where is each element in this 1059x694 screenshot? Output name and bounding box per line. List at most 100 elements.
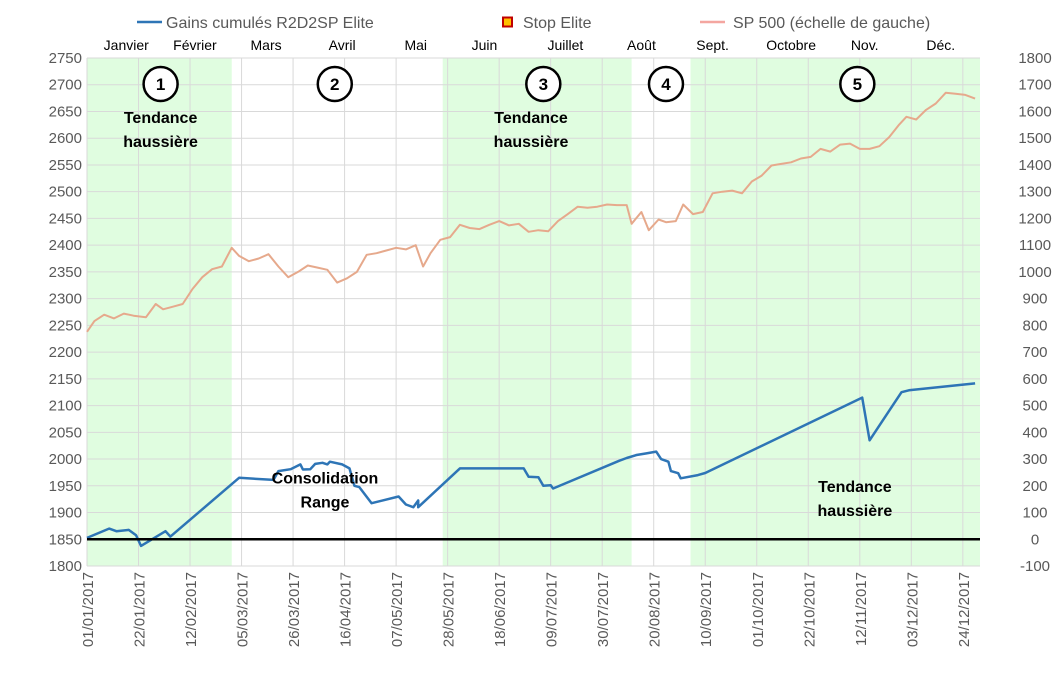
y-left-tick-label: 1850 bbox=[49, 531, 82, 548]
month-label: Octobre bbox=[766, 37, 816, 53]
y-left-tick-label: 2050 bbox=[49, 424, 82, 441]
legend-label-1: Stop Elite bbox=[523, 15, 592, 32]
phase-circle-3 bbox=[525, 65, 562, 103]
y-left-tick-label: 2550 bbox=[49, 157, 82, 174]
x-tick-label: 26/03/2017 bbox=[286, 572, 303, 647]
y-right-tick-label: 1500 bbox=[1018, 130, 1051, 147]
y-left-tick-label: 1950 bbox=[49, 478, 82, 495]
phase-number: 2 bbox=[330, 75, 339, 94]
x-tick-label: 01/01/2017 bbox=[80, 572, 97, 647]
y-left-tick-label: 2450 bbox=[49, 210, 82, 227]
y-left-tick-label: 2500 bbox=[49, 184, 82, 201]
y-right-tick-label: 400 bbox=[1022, 424, 1047, 441]
series-line-0 bbox=[86, 91, 976, 333]
phase-circle-5 bbox=[839, 65, 876, 103]
month-label: Déc. bbox=[926, 37, 955, 53]
month-label: Mars bbox=[251, 37, 282, 53]
month-label: Juillet bbox=[547, 37, 583, 53]
x-tick-label: 01/10/2017 bbox=[750, 572, 767, 647]
y-right-tick-label: 700 bbox=[1022, 344, 1047, 361]
month-label: Août bbox=[627, 37, 656, 53]
x-tick-label: 12/11/2017 bbox=[853, 572, 870, 646]
y-left-tick-label: 2100 bbox=[49, 398, 82, 415]
phase-circle-1 bbox=[142, 65, 179, 103]
annotation-text: Tendance bbox=[818, 479, 892, 496]
phase-number: 5 bbox=[853, 75, 862, 94]
x-tick-label: 20/08/2017 bbox=[647, 572, 664, 647]
x-tick-label: 22/01/2017 bbox=[132, 572, 149, 647]
x-tick-label: 05/03/2017 bbox=[235, 572, 252, 647]
y-right-tick-label: 900 bbox=[1022, 291, 1047, 308]
trend-band-3 bbox=[442, 58, 632, 566]
y-right-tick-label: 1000 bbox=[1018, 264, 1051, 281]
x-tick-label: 22/10/2017 bbox=[801, 572, 818, 647]
y-left-tick-label: 2750 bbox=[49, 50, 82, 67]
annotation-text: haussière bbox=[494, 134, 569, 151]
series-line-1 bbox=[86, 382, 976, 548]
axes: 1800185019001950200020502100215022002250… bbox=[49, 50, 1052, 647]
y-right-tick-label: 600 bbox=[1022, 371, 1047, 388]
month-label: Avril bbox=[329, 37, 356, 53]
y-right-tick-label: 1200 bbox=[1018, 210, 1051, 227]
y-right-tick-label: 1600 bbox=[1018, 103, 1051, 120]
month-label: Sept. bbox=[696, 37, 729, 53]
y-left-tick-label: 2300 bbox=[49, 291, 82, 308]
phase-number: 3 bbox=[539, 75, 548, 94]
x-tick-label: 03/12/2017 bbox=[904, 572, 921, 647]
y-left-tick-label: 1900 bbox=[49, 505, 82, 522]
y-left-tick-label: 2600 bbox=[49, 130, 82, 147]
x-tick-label: 12/02/2017 bbox=[183, 572, 200, 647]
y-right-tick-label: 500 bbox=[1022, 398, 1047, 415]
legend-label-2: SP 500 (échelle de gauche) bbox=[733, 15, 930, 32]
annotation-text: haussière bbox=[123, 134, 198, 151]
x-tick-label: 07/05/2017 bbox=[389, 572, 406, 647]
month-label: Mai bbox=[404, 37, 427, 53]
annotation-text: Tendance bbox=[124, 110, 198, 127]
phase-circle-2 bbox=[316, 65, 354, 103]
month-label: Janvier bbox=[104, 37, 149, 53]
y-left-tick-label: 2350 bbox=[49, 264, 82, 281]
x-tick-label: 10/09/2017 bbox=[698, 572, 715, 647]
y-left-tick-label: 2250 bbox=[49, 317, 82, 334]
y-right-tick-label: -100 bbox=[1020, 558, 1050, 575]
y-left-tick-label: 1800 bbox=[49, 558, 82, 575]
x-tick-label: 24/12/2017 bbox=[956, 572, 973, 647]
y-left-tick-label: 2000 bbox=[49, 451, 82, 468]
y-right-tick-label: 300 bbox=[1022, 451, 1047, 468]
y-left-tick-label: 2650 bbox=[49, 103, 82, 120]
annotation-text: haussière bbox=[818, 503, 893, 520]
month-label: Nov. bbox=[851, 37, 879, 53]
x-tick-label: 30/07/2017 bbox=[595, 572, 612, 647]
y-left-tick-label: 2150 bbox=[49, 371, 82, 388]
y-right-tick-label: 1800 bbox=[1018, 50, 1051, 67]
trend-band-5 bbox=[690, 58, 980, 566]
month-label: Février bbox=[173, 37, 217, 53]
x-tick-label: 18/06/2017 bbox=[492, 572, 509, 647]
legend-marker-1 bbox=[502, 16, 513, 28]
month-label: Juin bbox=[472, 37, 498, 53]
labels: Janvier Février Mars Avril Mai Juin Juillet Aoû… bbox=[104, 37, 955, 520]
y-right-tick-label: 1400 bbox=[1018, 157, 1051, 174]
background-bands bbox=[87, 58, 980, 566]
annotation-text: Consolidation bbox=[272, 471, 379, 488]
trend-band-1 bbox=[87, 58, 232, 566]
annotation-text: Tendance bbox=[494, 110, 568, 127]
y-right-tick-label: 800 bbox=[1022, 317, 1047, 334]
y-right-tick-label: 1300 bbox=[1018, 184, 1051, 201]
legend-label-0: Gains cumulés R2D2SP Elite bbox=[166, 15, 374, 32]
y-left-tick-label: 2200 bbox=[49, 344, 82, 361]
x-tick-label: 09/07/2017 bbox=[544, 572, 561, 647]
phase-circle-4 bbox=[647, 65, 685, 103]
legend: Gains cumulés R2D2SP Elite Stop Elite SP 5… bbox=[137, 15, 930, 32]
y-right-tick-label: 1100 bbox=[1019, 237, 1051, 254]
series-lines bbox=[86, 91, 980, 548]
y-left-tick-label: 2700 bbox=[49, 77, 82, 94]
y-right-tick-label: 1700 bbox=[1018, 77, 1051, 94]
y-right-tick-label: 200 bbox=[1022, 478, 1047, 495]
x-tick-label: 28/05/2017 bbox=[441, 572, 458, 647]
x-tick-label: 16/04/2017 bbox=[338, 572, 355, 647]
phase-number: 1 bbox=[156, 75, 165, 94]
y-right-tick-label: 100 bbox=[1022, 505, 1047, 522]
